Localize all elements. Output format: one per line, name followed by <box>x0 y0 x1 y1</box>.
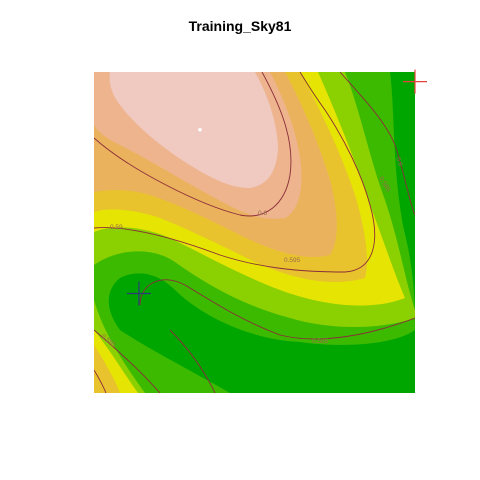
contour-line <box>339 72 415 216</box>
red-cross-marker <box>403 69 427 94</box>
contour-line <box>94 369 107 393</box>
band-pale-pink <box>109 72 279 188</box>
contour-label: 0.595 <box>284 257 301 264</box>
contour-label: 0.59 <box>110 224 123 231</box>
chart-title: Training_Sky81 <box>188 18 292 34</box>
blue-cross-marker <box>126 281 151 306</box>
contour-label: 0.585 <box>312 338 329 345</box>
contour-line <box>94 72 376 273</box>
contour-line <box>94 329 161 393</box>
contour-line <box>94 72 292 217</box>
contour-label: 0.6 <box>258 210 267 217</box>
contour-label: 0.6 <box>394 156 404 167</box>
contour-line <box>169 329 216 393</box>
contour-line <box>139 279 415 340</box>
white-point-marker <box>198 127 202 132</box>
